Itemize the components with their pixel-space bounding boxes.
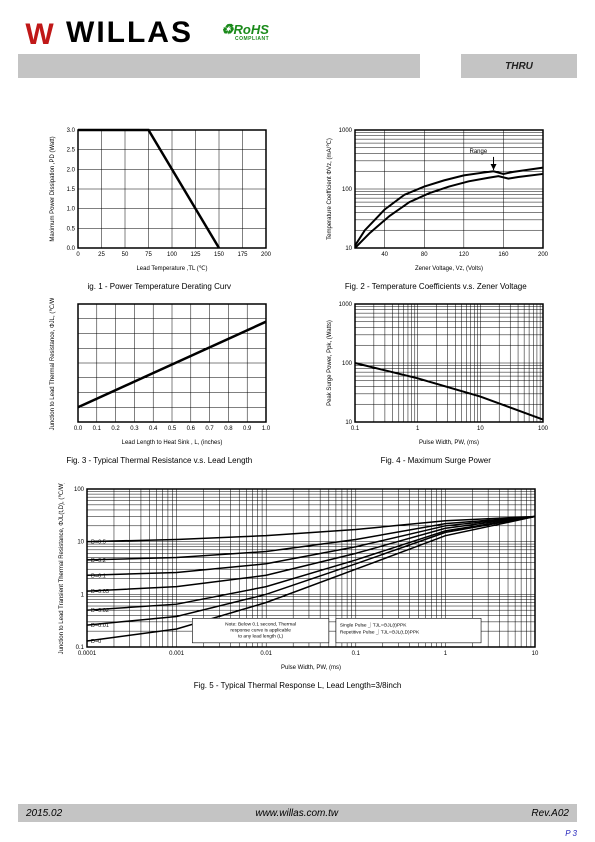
svg-text:0.0: 0.0 [74, 426, 83, 432]
svg-text:0.1: 0.1 [93, 426, 102, 432]
svg-text:0.1: 0.1 [351, 426, 360, 432]
page-number: P 3 [565, 829, 577, 838]
fig1-chart: 0 25 50 75 100 125 150 175 200 0.0 0.5 1.0 1.5 2.0 2.5… [44, 124, 274, 274]
fig3-chart: 0.0 0.1 0.2 0.3 0.4 0.5 0.6 0.7 0.8 0.9 1.0 Lead Le… [44, 298, 274, 448]
svg-text:10: 10 [345, 246, 352, 252]
svg-text:0.1: 0.1 [351, 651, 360, 657]
svg-text:1.5: 1.5 [67, 187, 76, 193]
svg-text:Repetitive Pulse ⏌TJL=ΘJL(t,D): Repetitive Pulse ⏌TJL=ΘJL(t,D)PPK [339, 628, 419, 635]
svg-text:Pulse Width, PW, (ms): Pulse Width, PW, (ms) [280, 665, 340, 671]
svg-text:Peak Surge Power, Ppk, (Watts): Peak Surge Power, Ppk, (Watts) [327, 320, 333, 406]
svg-text:D=0.05: D=0.05 [91, 589, 109, 595]
svg-text:0.5: 0.5 [67, 226, 76, 232]
svg-text:10: 10 [477, 426, 484, 432]
fig5-chart: 0.0001 0.001 0.01 0.1 1 10 0.1 1 10 100 Pulse Widt… [53, 483, 543, 673]
fig2-caption: Fig. 2 - Temperature Coefficients v.s. Z… [313, 282, 560, 292]
brand-name: WILLAS [66, 18, 193, 48]
fig2-chart: 40 80 120 160 200 10 100 1000 Zener Voltage, Vz,… [321, 124, 551, 274]
fig4-chart: 0.1 1 10 100 10 100 1000 Pulse Width, PW, (ms) P… [321, 298, 551, 448]
svg-text:3.0: 3.0 [67, 128, 76, 134]
svg-text:0.5: 0.5 [168, 426, 177, 432]
svg-text:0.4: 0.4 [149, 426, 158, 432]
svg-text:response curve is applicable: response curve is applicable [230, 627, 291, 633]
svg-text:D=0.02: D=0.02 [91, 608, 109, 614]
svg-text:0.8: 0.8 [224, 426, 233, 432]
rohs-badge: ♻RoHS COMPLIANT [221, 18, 269, 42]
rohs-title: RoHS [234, 22, 269, 37]
svg-text:0.2: 0.2 [112, 426, 121, 432]
fig3-caption: Fig. 3 - Typical Thermal Resistance v.s.… [36, 456, 283, 466]
svg-text:Range: Range [469, 149, 487, 155]
svg-text:10: 10 [531, 651, 538, 657]
svg-text:D=0.01: D=0.01 [91, 623, 109, 629]
svg-text:125: 125 [191, 252, 202, 258]
header-bar-left [18, 54, 420, 78]
footer-date: 2015.02 [26, 808, 62, 819]
svg-text:40: 40 [381, 252, 388, 258]
rohs-subtitle: COMPLIANT [235, 36, 269, 42]
svg-text:25: 25 [98, 252, 105, 258]
svg-text:Single Pulse ⏌TJL=ΘJL(t)PPK: Single Pulse ⏌TJL=ΘJL(t)PPK [339, 621, 406, 628]
svg-text:50: 50 [122, 252, 129, 258]
recycle-icon: ♻ [221, 21, 234, 37]
svg-text:75: 75 [145, 252, 152, 258]
svg-text:to any lead length (L): to any lead length (L) [238, 633, 283, 639]
svg-text:Lead Temperature ,TL (℃): Lead Temperature ,TL (℃) [137, 266, 208, 272]
svg-text:Junction to Lead Thermal Resis: Junction to Lead Thermal Resistance, ΦJL… [50, 298, 56, 430]
svg-text:0.6: 0.6 [187, 426, 196, 432]
footer-rev: Rev.A02 [531, 808, 569, 819]
svg-text:1: 1 [80, 592, 84, 598]
svg-text:1: 1 [416, 426, 420, 432]
svg-text:D=0.1: D=0.1 [91, 573, 106, 579]
svg-text:80: 80 [421, 252, 428, 258]
svg-text:Zener Voltage, Vz, (Volts): Zener Voltage, Vz, (Volts) [415, 266, 483, 272]
svg-text:160: 160 [498, 252, 509, 258]
svg-text:0: 0 [77, 252, 81, 258]
svg-text:Pulse Width, PW, (ms): Pulse Width, PW, (ms) [419, 440, 479, 446]
svg-text:0.7: 0.7 [206, 426, 215, 432]
svg-text:D=0.5: D=0.5 [91, 539, 106, 545]
svg-text:D=0: D=0 [91, 639, 101, 645]
svg-text:0.0001: 0.0001 [77, 651, 96, 657]
svg-text:1: 1 [443, 651, 447, 657]
svg-text:0.01: 0.01 [260, 651, 272, 657]
brand-logo-icon: W [18, 18, 58, 50]
svg-text:0.9: 0.9 [243, 426, 252, 432]
svg-text:0.3: 0.3 [130, 426, 139, 432]
fig4-caption: Fig. 4 - Maximum Surge Power [313, 456, 560, 466]
svg-text:120: 120 [459, 252, 470, 258]
fig5-caption: Fig. 5 - Typical Thermal Response L, Lea… [36, 681, 559, 691]
svg-text:1000: 1000 [338, 302, 352, 308]
svg-text:Note: Below 0.1 second, Therma: Note: Below 0.1 second, Thermal [225, 621, 296, 627]
svg-text:2.0: 2.0 [67, 167, 76, 173]
svg-text:0.1: 0.1 [75, 645, 84, 651]
svg-text:200: 200 [261, 252, 272, 258]
header: W WILLAS ♻RoHS COMPLIANT [18, 18, 577, 50]
svg-text:1000: 1000 [338, 128, 352, 134]
svg-text:100: 100 [167, 252, 178, 258]
svg-text:0.001: 0.001 [169, 651, 185, 657]
svg-text:150: 150 [214, 252, 225, 258]
header-bar-thru: THRU [461, 54, 577, 78]
fig1-caption: ig. 1 - Power Temperature Derating Curv [36, 282, 283, 292]
svg-text:100: 100 [73, 487, 84, 493]
svg-text:D=0.2: D=0.2 [91, 558, 106, 564]
svg-text:Maximum Power Dissipation ,PD: Maximum Power Dissipation ,PD (Watt) [50, 136, 56, 241]
svg-text:1.0: 1.0 [67, 207, 76, 213]
svg-text:Temperature Coefficient ΦVz,: Temperature Coefficient ΦVz, (mA/℃) [327, 138, 333, 240]
svg-text:175: 175 [238, 252, 249, 258]
svg-text:2.5: 2.5 [67, 148, 76, 154]
svg-text:10: 10 [77, 539, 84, 545]
footer-url: www.willas.com.tw [255, 808, 338, 819]
svg-text:100: 100 [342, 187, 353, 193]
svg-text:200: 200 [538, 252, 549, 258]
svg-text:0.0: 0.0 [67, 246, 76, 252]
svg-text:10: 10 [345, 420, 352, 426]
svg-text:1.0: 1.0 [262, 426, 271, 432]
svg-text:Lead Length to Heat Sink , L,: Lead Length to Heat Sink , L, (inches) [122, 440, 223, 446]
svg-text:100: 100 [538, 426, 549, 432]
svg-text:100: 100 [342, 361, 353, 367]
footer-bar: 2015.02 www.willas.com.tw Rev.A02 [18, 804, 577, 822]
svg-text:Junction to Lead Transient The: Junction to Lead Transient Thermal Resis… [59, 483, 65, 654]
